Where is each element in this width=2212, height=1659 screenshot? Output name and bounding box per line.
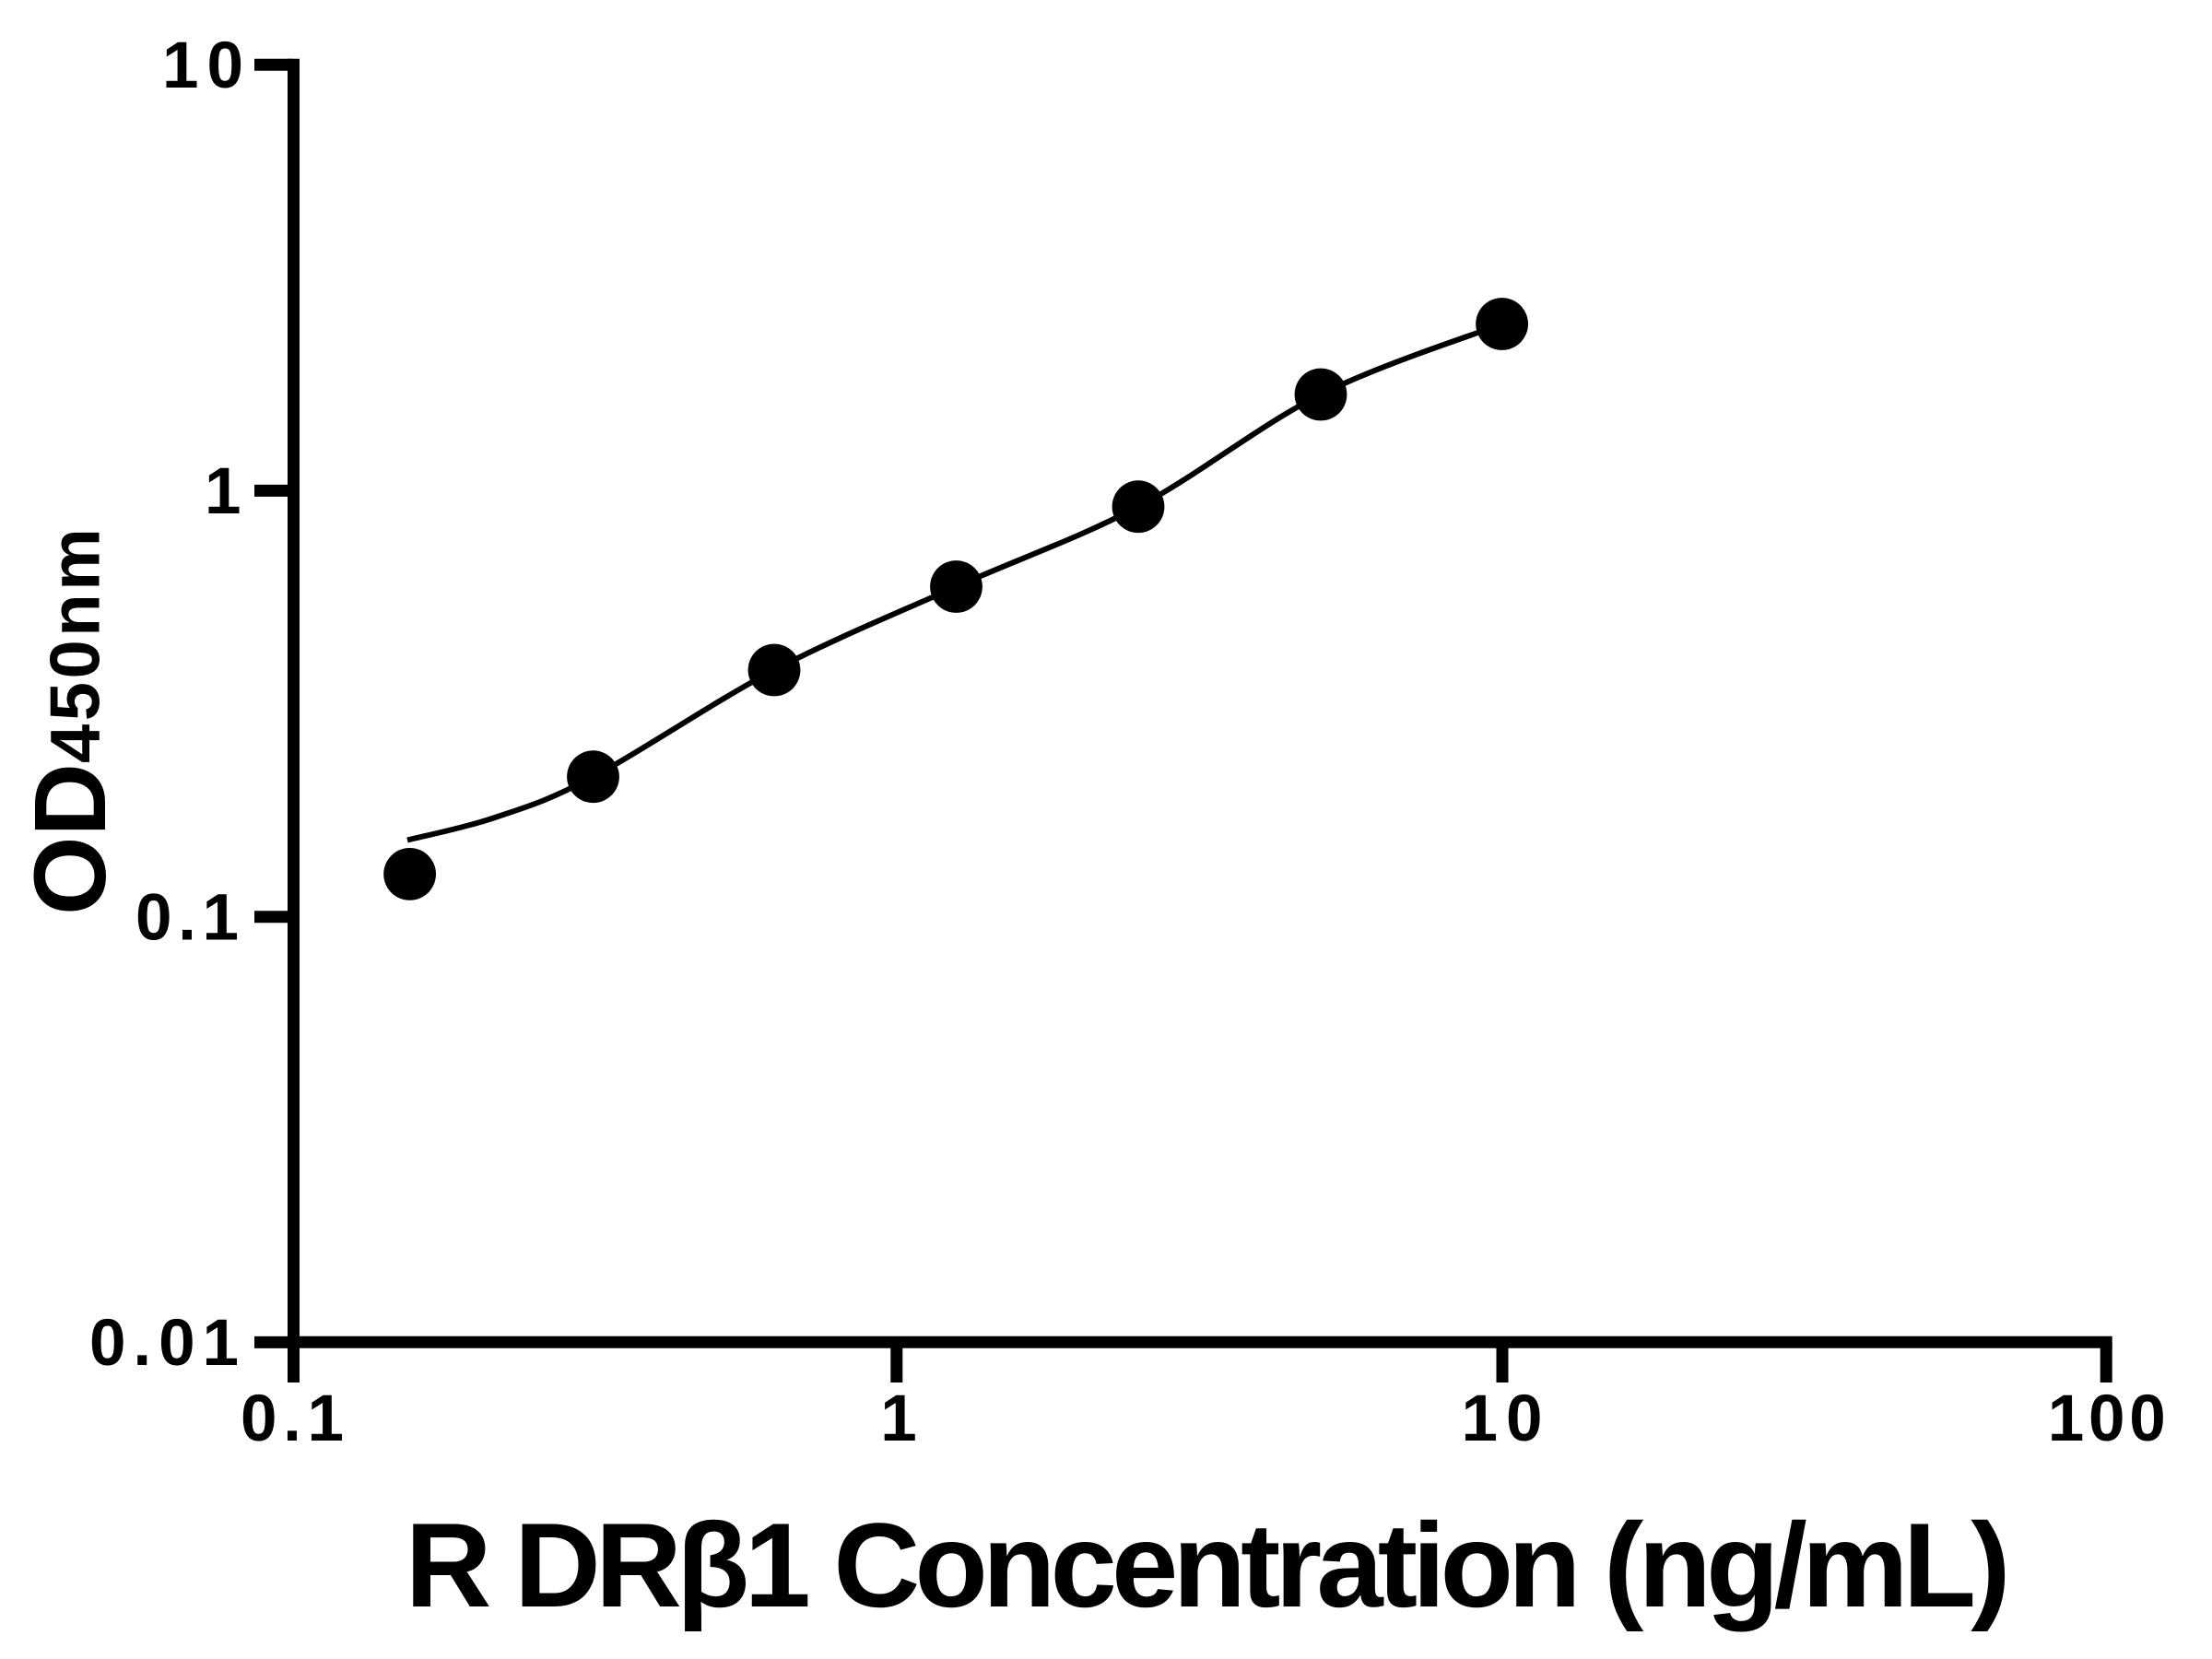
svg-text:1: 1: [205, 455, 241, 528]
svg-text:100: 100: [2048, 1382, 2166, 1455]
svg-text:1: 1: [880, 1382, 917, 1455]
svg-text:0.01: 0.01: [89, 1307, 239, 1380]
svg-text:0.1: 0.1: [241, 1382, 344, 1455]
svg-text:R DRβ1 Concentration (ng/mL): R DRβ1 Concentration (ng/mL): [406, 1498, 2011, 1632]
svg-text:0.1: 0.1: [135, 881, 239, 954]
